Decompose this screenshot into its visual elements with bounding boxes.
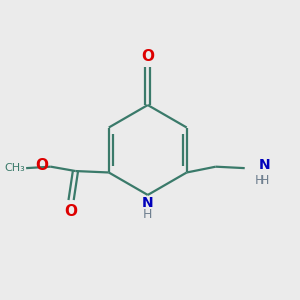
Text: N: N bbox=[259, 158, 270, 172]
Text: N: N bbox=[142, 196, 154, 210]
Text: O: O bbox=[35, 158, 48, 173]
Text: H: H bbox=[255, 174, 265, 187]
Text: O: O bbox=[141, 49, 154, 64]
Text: H: H bbox=[143, 208, 152, 221]
Text: O: O bbox=[64, 203, 78, 218]
Text: H: H bbox=[260, 174, 269, 187]
Text: CH₃: CH₃ bbox=[4, 163, 25, 173]
